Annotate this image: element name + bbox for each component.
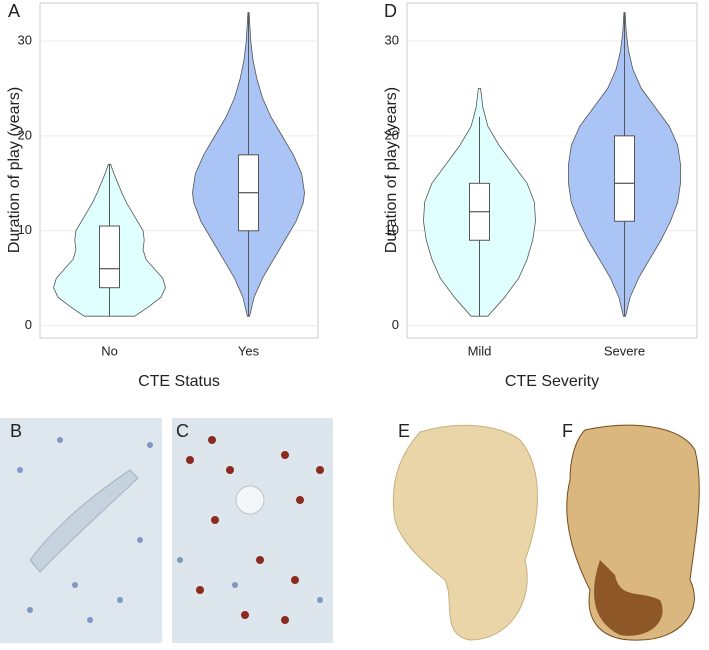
box xyxy=(614,135,635,222)
brain-e xyxy=(392,424,538,641)
plot-frame xyxy=(39,2,319,339)
x-axis-title: CTE Status xyxy=(138,373,220,390)
panel-label: E xyxy=(398,421,410,441)
panel-label: D xyxy=(384,1,397,21)
x-tick-label: No xyxy=(101,343,118,358)
y-axis-title: Duration of play (years) xyxy=(6,87,23,253)
panel-label: B xyxy=(10,421,22,441)
y-tick-label: 20 xyxy=(18,127,32,142)
x-tick-label: Severe xyxy=(604,343,645,358)
x-tick-label: Yes xyxy=(238,343,260,358)
panel-label: A xyxy=(8,1,20,21)
y-tick-label: 30 xyxy=(18,32,32,47)
brain-f-shading xyxy=(594,560,663,636)
plot-frame xyxy=(406,2,698,339)
y-tick-label: 30 xyxy=(385,32,399,47)
panel-label: F xyxy=(562,421,573,441)
x-tick-label: Mild xyxy=(468,343,492,358)
y-tick-label: 0 xyxy=(25,317,32,332)
micrograph-c xyxy=(172,418,333,643)
micrograph-b xyxy=(0,418,162,643)
y-tick-label: 20 xyxy=(385,127,399,142)
box xyxy=(99,225,120,289)
y-tick-label: 0 xyxy=(392,317,399,332)
x-axis-title: CTE Severity xyxy=(505,373,599,390)
y-tick-label: 10 xyxy=(385,222,399,237)
y-axis-title: Duration of play (years) xyxy=(383,87,400,253)
y-tick-label: 10 xyxy=(18,222,32,237)
panel-label: C xyxy=(176,421,189,441)
